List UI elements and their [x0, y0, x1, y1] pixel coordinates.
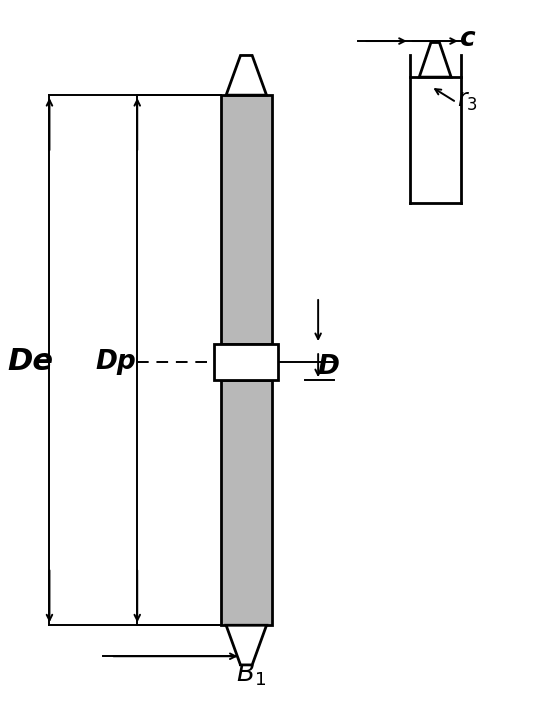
Bar [221, 95, 272, 344]
Text: De: De [8, 348, 54, 376]
Polygon shape [226, 56, 266, 95]
Polygon shape [419, 43, 451, 77]
Text: $B_1$: $B_1$ [235, 660, 265, 688]
Text: D: D [318, 354, 340, 380]
Bar [221, 380, 272, 626]
Text: Dp: Dp [96, 349, 136, 375]
Text: c: c [459, 26, 475, 52]
Polygon shape [226, 626, 266, 665]
Text: $r_3$: $r_3$ [457, 89, 478, 113]
Bar [215, 344, 278, 380]
